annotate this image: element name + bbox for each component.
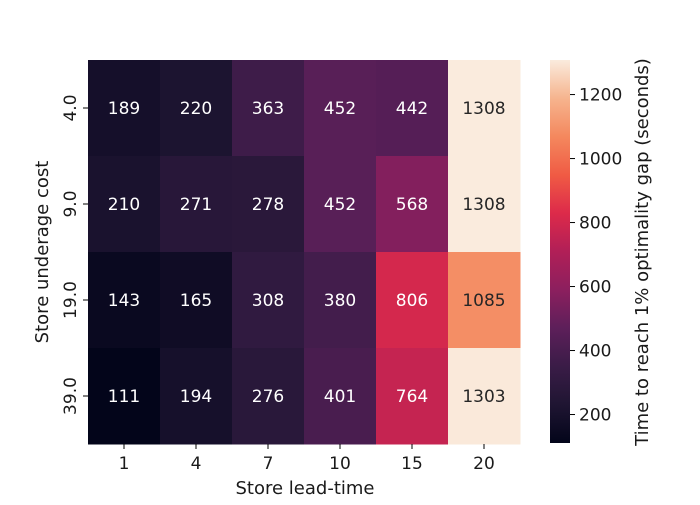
cell-value-label: 271 [180,195,212,215]
cell-value-label: 363 [252,99,284,119]
y-tick-label: 4.0 [61,94,81,121]
y-tick-label: 9.0 [61,190,81,217]
x-tick-label: 1 [119,454,130,474]
x-axis-label: Store lead-time [236,478,375,499]
cell-value-label: 111 [108,387,140,407]
x-tick-label: 10 [329,454,351,474]
cell-value-label: 442 [396,99,428,119]
heatmap-cell [160,252,233,349]
heatmap-cell [304,156,377,253]
y-tick-label: 19.0 [61,281,81,319]
cell-value-label: 1085 [462,291,505,311]
heatmap-cell [232,252,305,349]
cell-value-labels: 189 220 363 452 442 1308 210 271 278 452 568 1308 14… [108,99,506,407]
heatmap-cell [448,348,521,445]
heatmap-cell [304,252,377,349]
cell-value-label: 194 [180,387,212,407]
cell-value-label: 276 [252,387,284,407]
colorbar-tick-label: 800 [579,214,611,234]
cell-value-label: 1303 [462,387,505,407]
heatmap-cell [304,348,377,445]
cell-value-label: 380 [324,291,356,311]
cell-value-label: 165 [180,291,212,311]
heatmap-cell [88,252,161,349]
heatmap-cell [160,348,233,445]
cell-value-label: 1308 [462,99,505,119]
heatmap-cell [448,60,521,157]
heatmap-cell [448,252,521,349]
colorbar-tick-label: 200 [579,406,611,426]
cell-value-label: 764 [396,387,428,407]
heatmap-cells [88,60,521,445]
cell-value-label: 452 [324,195,356,215]
colorbar-tick-label: 400 [579,342,611,362]
heatmap-cell [376,156,449,253]
heatmap-cell [88,60,161,157]
colorbar-tick-label: 1200 [579,86,622,106]
x-tick-label: 15 [401,454,423,474]
cell-value-label: 1308 [462,195,505,215]
x-tick-label: 20 [473,454,495,474]
heatmap-cell [376,252,449,349]
colorbar-tick-label: 600 [579,278,611,298]
cell-value-label: 210 [108,195,140,215]
cell-value-label: 278 [252,195,284,215]
heatmap-cell [448,156,521,253]
cell-value-label: 806 [396,291,428,311]
cell-value-label: 189 [108,99,140,119]
y-axis-label: Store underage cost [32,161,53,344]
cell-value-label: 452 [324,99,356,119]
cell-value-label: 401 [324,387,356,407]
heatmap-cell [376,348,449,445]
colorbar-label: Time to reach 1% optimality gap (seconds… [632,58,653,447]
heatmap-cell [232,60,305,157]
x-tick-label: 4 [191,454,202,474]
cell-value-label: 220 [180,99,212,119]
colorbar [550,60,570,443]
heatmap-cell [232,156,305,253]
y-tick-label: 39.0 [61,377,81,415]
heatmap-cell [160,156,233,253]
cell-value-label: 143 [108,291,140,311]
x-tick-label: 7 [263,454,274,474]
heatmap-cell [232,348,305,445]
heatmap-cell [304,60,377,157]
cell-value-label: 308 [252,291,284,311]
cell-value-label: 568 [396,195,428,215]
heatmap-cell [376,60,449,157]
heatmap-cell [160,60,233,157]
x-axis: 1 4 7 10 15 20 [119,444,495,474]
y-axis: 4.0 9.0 19.0 39.0 [61,94,88,415]
colorbar-tick-label: 1000 [579,150,622,170]
heatmap-cell [88,348,161,445]
heatmap-cell [88,156,161,253]
colorbar-axis: 200 400 600 800 1000 1200 [570,86,622,426]
